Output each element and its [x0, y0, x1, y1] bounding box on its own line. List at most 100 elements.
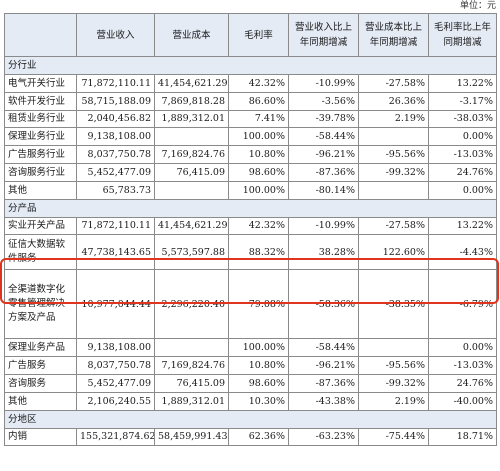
cell-revenue-change: -58.44% [288, 127, 359, 147]
cell-gross-margin: 10.80% [228, 145, 289, 164]
cell-gross-margin: 88.32% [228, 234, 289, 271]
header-cost: 营业成本 [154, 13, 229, 57]
cell-gross-margin: 98.60% [228, 162, 289, 182]
cell-revenue-change: -10.99% [288, 216, 359, 236]
table-row: 咨询服务 5,452,477.09 76,415.09 98.60% -87.36% -9… [4, 373, 497, 393]
cell-revenue-change: -43.38% [288, 391, 359, 411]
cell-cost: 41,454,621.29 [154, 74, 229, 93]
cell-gross-margin: 42.32% [228, 74, 289, 93]
cell-gross-margin-change: 13.22% [428, 74, 497, 93]
cell-gross-margin-change: 24.76% [428, 373, 497, 393]
cell-revenue: 71,872,110.11 [76, 216, 155, 236]
cell-cost-change: -38.35% [358, 269, 429, 340]
header-revenue-change: 营业收入比上年同期增减 [288, 13, 359, 57]
cell-cost-change: -99.32% [358, 162, 429, 182]
cell-gross-margin-change: -13.03% [428, 145, 497, 164]
table-row: 电气开关行业 71,872,110.11 41,454,621.29 42.32% -1… [4, 74, 497, 93]
table-body: 分行业 电气开关行业 71,872,110.11 41,454,621.29 42.32… [4, 56, 497, 447]
row-name: 软件开发行业 [4, 91, 77, 111]
cell-gross-margin-change: -40.00% [428, 391, 497, 411]
cell-cost-change: -95.56% [358, 145, 429, 164]
cell-cost [154, 180, 229, 200]
cell-revenue: 5,452,477.09 [76, 162, 155, 182]
cell-cost-change: 26.36% [358, 91, 429, 111]
cell-cost: 76,415.09 [154, 162, 229, 182]
table-row: 其他 2,106,240.55 1,889,312.01 10.30% -43.38% 2… [4, 391, 497, 411]
cell-revenue-change: -87.36% [288, 373, 359, 393]
row-name: 咨询服务 [4, 373, 77, 393]
cell-revenue: 65,783.73 [76, 180, 155, 200]
cell-revenue: 2,040,456.82 [76, 109, 155, 129]
row-name: 全渠道数字化零售管理解决方案及产品 [4, 269, 77, 340]
cell-gross-margin: 10.80% [228, 356, 289, 375]
cell-cost: 7,169,824.76 [154, 145, 229, 164]
row-name: 其他 [4, 180, 77, 200]
header-row: 营业收入 营业成本 毛利率 营业收入比上年同期增减 营业成本比上年同期增减 毛利… [4, 13, 497, 57]
cell-gross-margin-change: -3.17% [428, 91, 497, 111]
cell-revenue: 9,138,108.00 [76, 127, 155, 147]
cell-gross-margin: 100.00% [228, 180, 289, 200]
cell-gross-margin: 98.60% [228, 373, 289, 393]
cell-gross-margin: 7.41% [228, 109, 289, 129]
unit-label: 单位：元 [459, 1, 496, 11]
cell-gross-margin-change: 0.00% [428, 180, 497, 200]
row-name: 租赁业务行业 [4, 109, 77, 129]
table-row: 广告服务行业 8,037,750.78 7,169,824.76 10.80% -96.… [4, 145, 497, 164]
cell-revenue: 47,738,143.65 [76, 234, 155, 271]
cell-cost-change: -99.32% [358, 373, 429, 393]
row-name: 保理业务行业 [4, 127, 77, 147]
cell-cost: 7,169,824.76 [154, 356, 229, 375]
table-row: 征信大数据软件服务 47,738,143.65 5,573,597.88 88.32%… [4, 234, 497, 271]
cell-gross-margin: 86.60% [228, 91, 289, 111]
table-row: 全渠道数字化零售管理解决方案及产品 10,977,044.44 2,296,220.… [4, 269, 497, 340]
cell-revenue-change: -10.99% [288, 74, 359, 93]
cell-cost-change: -27.58% [358, 74, 429, 93]
section-row: 分产品 [4, 198, 497, 218]
cell-revenue-change: -96.21% [288, 145, 359, 164]
cell-cost: 1,889,312.01 [154, 109, 229, 129]
header-cost-change: 营业成本比上年同期增减 [358, 13, 429, 57]
cell-revenue: 10,977,044.44 [76, 269, 155, 340]
section-title: 分地区 [4, 409, 497, 429]
row-name: 广告服务行业 [4, 145, 77, 164]
section-row: 分地区 [4, 409, 497, 429]
cell-cost [154, 127, 229, 147]
cell-cost: 41,454,621.29 [154, 216, 229, 236]
cell-gross-margin: 62.36% [228, 427, 289, 447]
cell-cost: 7,869,818.28 [154, 91, 229, 111]
cell-gross-margin: 100.00% [228, 338, 289, 358]
cell-cost-change [358, 338, 429, 358]
cell-gross-margin-change: 0.00% [428, 127, 497, 147]
table-row: 保理业务产品 9,138,108.00 100.00% -58.44% 0.00% [4, 338, 497, 358]
cell-cost-change: 122.60% [358, 234, 429, 271]
table-row: 内销 155,321,874.62 58,459,991.43 62.36% -63.2… [4, 427, 497, 447]
row-name: 保理业务产品 [4, 338, 77, 358]
cell-cost-change: -75.44% [358, 427, 429, 447]
table-row: 广告服务 8,037,750.78 7,169,824.76 10.80% -96.21… [4, 356, 497, 375]
cell-cost: 5,573,597.88 [154, 234, 229, 271]
row-name: 征信大数据软件服务 [4, 234, 77, 271]
cell-cost [154, 338, 229, 358]
cell-cost-change: -95.56% [358, 356, 429, 375]
cell-revenue-change: -80.14% [288, 180, 359, 200]
table-row: 实业开关产品 71,872,110.11 41,454,621.29 42.32% -1… [4, 216, 497, 236]
cell-revenue: 8,037,750.78 [76, 356, 155, 375]
financial-table: 营业收入 营业成本 毛利率 营业收入比上年同期增减 营业成本比上年同期增减 毛利… [4, 13, 497, 447]
cell-gross-margin: 10.30% [228, 391, 289, 411]
cell-gross-margin: 42.32% [228, 216, 289, 236]
row-name: 实业开关产品 [4, 216, 77, 236]
table-row: 咨询服务行业 5,452,477.09 76,415.09 98.60% -87.36%… [4, 162, 497, 182]
cell-cost-change [358, 180, 429, 200]
cell-revenue: 9,138,108.00 [76, 338, 155, 358]
cell-revenue: 58,715,188.09 [76, 91, 155, 111]
cell-gross-margin-change: 13.22% [428, 216, 497, 236]
row-name: 内销 [4, 427, 77, 447]
cell-revenue: 5,452,477.09 [76, 373, 155, 393]
row-name: 广告服务 [4, 356, 77, 375]
table-row: 其他 65,783.73 100.00% -80.14% 0.00% [4, 180, 497, 200]
table-row: 软件开发行业 58,715,188.09 7,869,818.28 86.60% -3.… [4, 91, 497, 111]
cell-gross-margin-change: -6.79% [428, 269, 497, 340]
cell-gross-margin-change: 18.71% [428, 427, 497, 447]
cell-cost: 1,889,312.01 [154, 391, 229, 411]
cell-revenue: 155,321,874.62 [76, 427, 155, 447]
